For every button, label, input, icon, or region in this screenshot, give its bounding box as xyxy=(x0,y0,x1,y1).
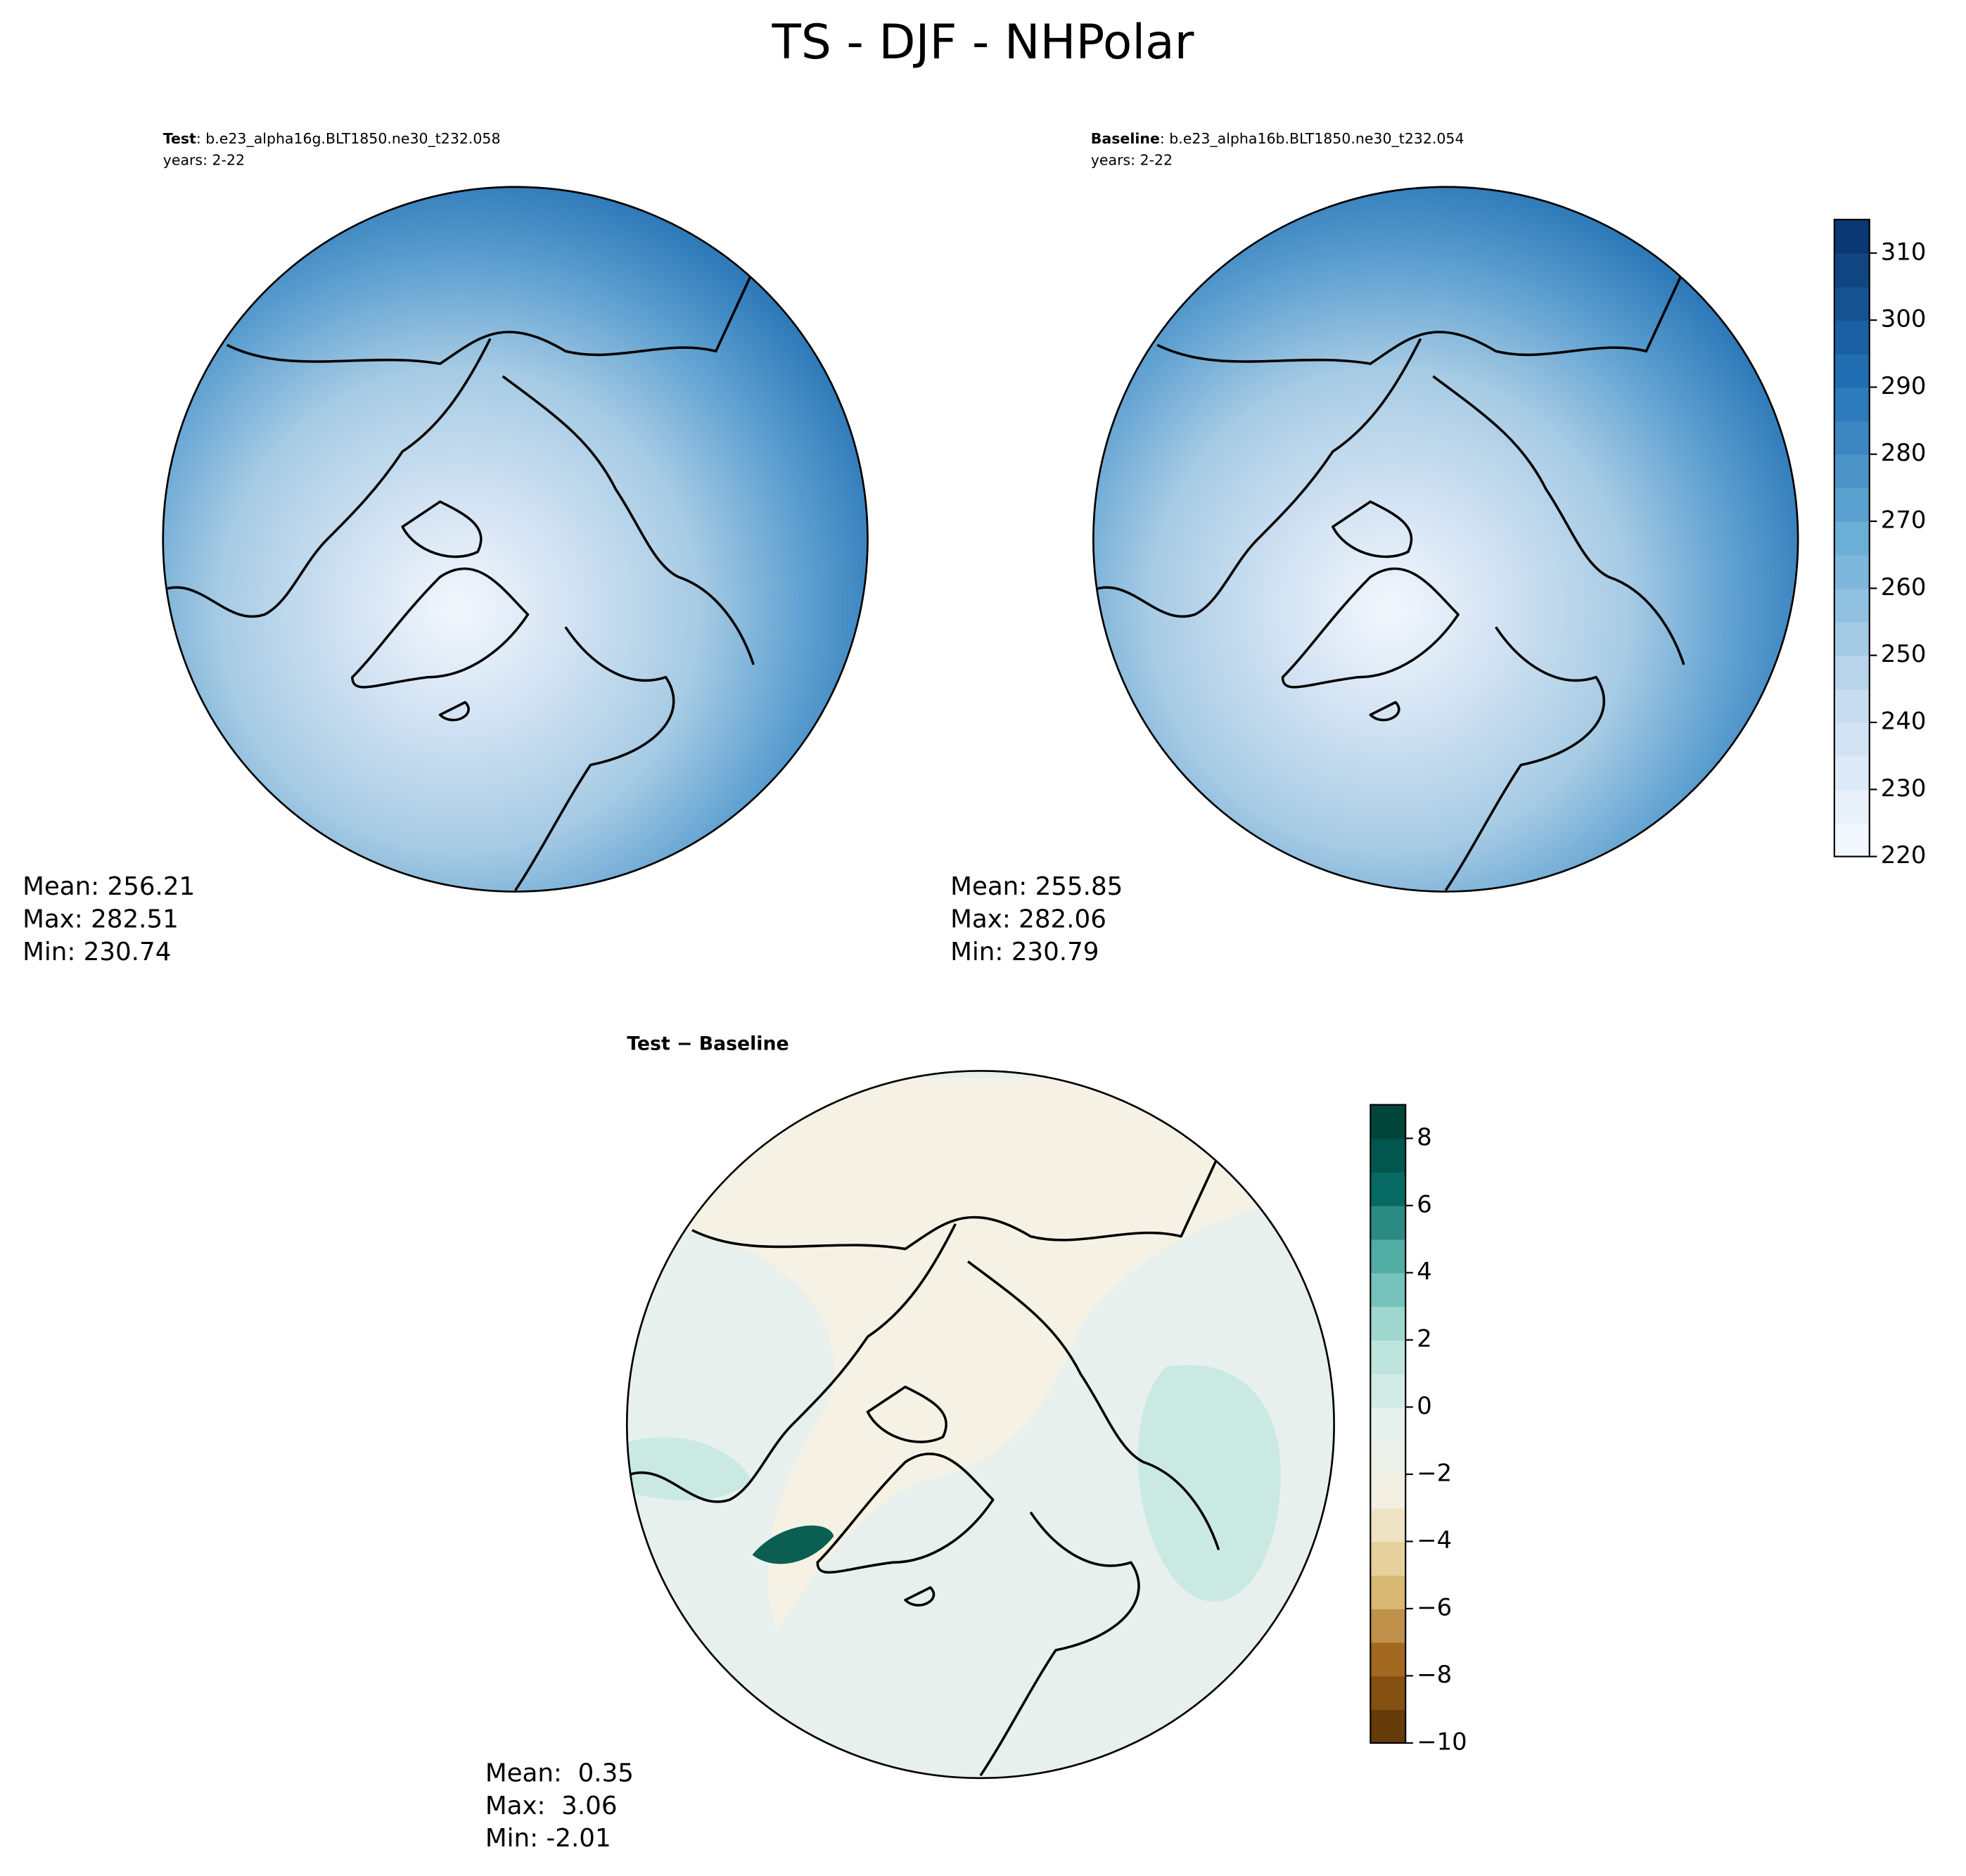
colorbar-tick-label: 270 xyxy=(1881,506,1927,534)
colorbar-band xyxy=(1370,1709,1406,1744)
colorbar-band xyxy=(1834,822,1870,857)
colorbar-tick-label: 290 xyxy=(1881,372,1927,400)
colorbar-band xyxy=(1834,353,1870,388)
stat: Mean: 0.35 xyxy=(485,1759,634,1787)
colorbar-band xyxy=(1834,521,1870,556)
colorbar-tick-label: −2 xyxy=(1417,1459,1452,1486)
colorbar-band xyxy=(1370,1507,1406,1543)
colorbar-band xyxy=(1370,1306,1406,1341)
panel-case: : b.e23_alpha16g.BLT1850.ne30_t232.058 xyxy=(196,130,501,147)
map xyxy=(1093,186,1799,892)
colorbar-band xyxy=(1370,1339,1406,1374)
panel-header: Baseline: b.e23_alpha16b.BLT1850.ne30_t2… xyxy=(1091,130,1464,147)
colorbar-band xyxy=(1370,1441,1406,1475)
panel-label: Test xyxy=(163,130,196,147)
colorbar-band xyxy=(1834,421,1870,455)
colorbar-tick-label: 300 xyxy=(1881,305,1927,333)
baseline-panel: Baseline: b.e23_alpha16b.BLT1850.ne30_t2… xyxy=(950,130,1799,966)
colorbar-tick-label: −10 xyxy=(1417,1728,1467,1755)
colorbar-band xyxy=(1370,1239,1406,1274)
colorbar-band xyxy=(1370,1172,1406,1206)
colorbar-band xyxy=(1834,454,1870,489)
colorbar-tick-label: 6 xyxy=(1417,1190,1432,1218)
colorbar-band xyxy=(1834,286,1870,321)
colorbar-band xyxy=(1834,622,1870,656)
colorbar-band xyxy=(1834,755,1870,791)
colorbar-tick-label: 280 xyxy=(1881,439,1927,466)
colorbar: −10 −8 −6 −4 −2 0 2 4 6 8 xyxy=(1370,1104,1467,1755)
colorbar-tick-label: 220 xyxy=(1881,841,1927,869)
colorbar-tick-label: 310 xyxy=(1881,238,1927,265)
map xyxy=(627,1071,1334,1778)
difference-panel: Test − Baseline Mean: 0.35 Max: 3.06 Min… xyxy=(485,1033,1335,1853)
panel-case: : b.e23_alpha16b.BLT1850.ne30_t232.054 xyxy=(1160,130,1464,147)
colorbar-tick-label: 260 xyxy=(1881,573,1927,601)
map-border xyxy=(1092,186,1799,893)
colorbar-band xyxy=(1834,487,1870,522)
colorbar-band xyxy=(1834,253,1870,288)
panel-label: Baseline xyxy=(1091,130,1160,147)
map xyxy=(162,186,868,892)
colorbar-band xyxy=(1834,387,1870,421)
colorbar-tick-label: 0 xyxy=(1417,1392,1432,1419)
colorbar-band xyxy=(1370,1541,1406,1576)
panel-years: years: 2-22 xyxy=(163,151,245,168)
colorbar-band xyxy=(1370,1608,1406,1643)
test-panel: Test: b.e23_alpha16g.BLT1850.ne30_t232.0… xyxy=(23,130,869,966)
colorbar-band xyxy=(1834,320,1870,355)
colorbar-band xyxy=(1370,1104,1406,1140)
colorbar-band xyxy=(1834,588,1870,623)
colorbar-band xyxy=(1834,789,1870,824)
panel-header: Test: b.e23_alpha16g.BLT1850.ne30_t232.0… xyxy=(163,130,501,147)
colorbar-tick-label: 2 xyxy=(1417,1325,1432,1352)
map-border xyxy=(162,186,869,893)
colorbar-band xyxy=(1370,1474,1406,1509)
colorbar-band xyxy=(1370,1676,1406,1711)
stat: Mean: 255.85 xyxy=(950,872,1123,901)
colorbar-tick-label: −6 xyxy=(1417,1593,1452,1621)
panel-years: years: 2-22 xyxy=(1091,151,1173,168)
colorbar-band xyxy=(1370,1575,1406,1609)
stat: Max: 3.06 xyxy=(485,1792,618,1820)
stat: Min: -2.01 xyxy=(485,1824,611,1853)
stat: Mean: 256.21 xyxy=(23,872,195,901)
colorbar-tick-label: 250 xyxy=(1881,640,1927,668)
colorbar-band xyxy=(1834,219,1870,254)
colorbar-band xyxy=(1370,1205,1406,1240)
colorbar-tick-label: 240 xyxy=(1881,707,1927,734)
colorbar-band xyxy=(1834,689,1870,723)
colorbar-tick-label: 4 xyxy=(1417,1258,1432,1285)
colorbar-tick-label: −8 xyxy=(1417,1661,1452,1688)
stat: Min: 230.74 xyxy=(23,938,171,966)
colorbar-frame xyxy=(1370,1104,1407,1744)
colorbar-frame xyxy=(1833,219,1870,857)
stat: Min: 230.79 xyxy=(950,938,1099,966)
colorbar-band xyxy=(1834,722,1870,757)
stat: Max: 282.51 xyxy=(23,905,179,934)
figure-title: TS - DJF - NHPolar xyxy=(772,14,1194,70)
map-border xyxy=(625,1070,1335,1780)
colorbar-tick-label: 8 xyxy=(1417,1123,1432,1151)
colorbar-tick-label: −4 xyxy=(1417,1526,1452,1554)
colorbar-band xyxy=(1834,554,1870,589)
colorbar-band xyxy=(1370,1642,1406,1677)
stat: Max: 282.06 xyxy=(950,905,1106,934)
colorbar-band xyxy=(1370,1272,1406,1307)
colorbar: 220 230 240 250 260 270 280 290 300 310 xyxy=(1833,219,1927,869)
colorbar-band xyxy=(1370,1138,1406,1173)
colorbar-band xyxy=(1370,1373,1406,1408)
colorbar-band xyxy=(1834,655,1870,690)
colorbar-tick-label: 230 xyxy=(1881,774,1927,802)
colorbar-band xyxy=(1370,1407,1406,1441)
panel-label: Test − Baseline xyxy=(627,1033,789,1055)
